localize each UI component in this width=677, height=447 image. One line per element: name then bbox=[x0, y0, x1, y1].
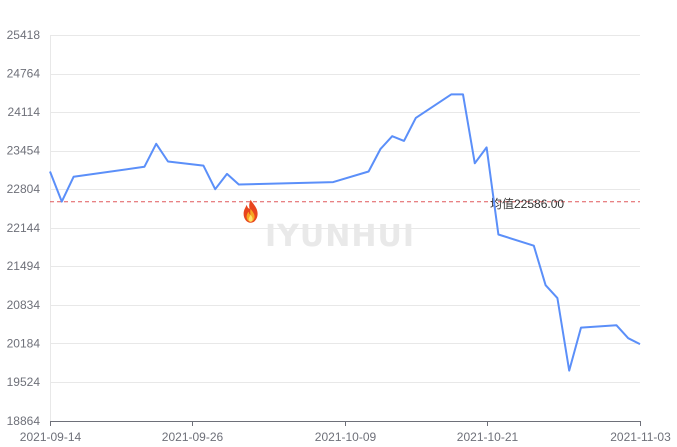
x-tick-label: 2021-09-14 bbox=[20, 430, 82, 444]
x-tick-label: 2021-09-26 bbox=[162, 430, 224, 444]
y-tick-label: 25418 bbox=[7, 28, 41, 42]
fire-core-flame bbox=[248, 214, 253, 222]
y-tick-label: 20834 bbox=[7, 298, 41, 312]
y-tick-label: 24114 bbox=[8, 105, 41, 119]
fire-icon bbox=[243, 199, 258, 223]
axes: 18864 19524 20184 20834 21494 22144 22804 23454… bbox=[7, 28, 671, 444]
average-label: 均值22586.00 bbox=[490, 196, 564, 211]
x-tick-label: 2021-10-21 bbox=[457, 430, 519, 444]
y-tick-label: 22804 bbox=[7, 182, 41, 196]
series-line bbox=[49, 93, 641, 372]
y-tick-label: 18864 bbox=[7, 414, 41, 428]
y-tick-label: 21494 bbox=[7, 259, 41, 273]
series-group bbox=[49, 93, 641, 372]
y-tick-label: 20184 bbox=[7, 336, 41, 350]
x-tick-label: 2021-11-03 bbox=[610, 430, 671, 444]
y-tick-label: 24764 bbox=[7, 67, 41, 81]
average-line-group: 均值22586.00 bbox=[50, 196, 640, 211]
marker-group bbox=[243, 199, 258, 223]
watermark-text: IYUNHUI bbox=[265, 219, 415, 254]
y-tick-label: 23454 bbox=[7, 144, 41, 158]
y-tick-label: 22144 bbox=[7, 221, 41, 235]
x-tick-label: 2021-10-09 bbox=[315, 430, 377, 444]
y-tick-label: 19524 bbox=[7, 375, 41, 389]
grid-lines bbox=[50, 35, 640, 383]
